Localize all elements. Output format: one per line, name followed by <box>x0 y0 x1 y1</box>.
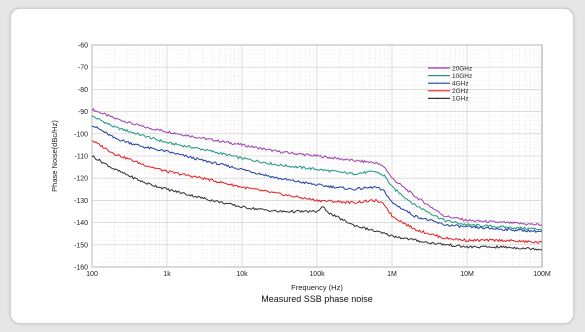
legend-label-2ghz: 2GHz <box>452 88 469 95</box>
legend-label-20ghz: 20GHz <box>452 65 472 72</box>
series-line-1ghz <box>91 155 542 251</box>
y-tick-label: -80 <box>78 87 88 94</box>
y-tick-label: -110 <box>75 154 89 161</box>
legend-label-1ghz: 1GHz <box>452 96 469 103</box>
grid <box>91 44 542 268</box>
y-axis-label: Phase Noise(dBc/Hz) <box>50 120 59 192</box>
y-tick-label: -100 <box>74 131 88 138</box>
series-line-4ghz <box>91 125 543 234</box>
y-tick-labels: -60 -70 -80 -90 -100 -110 -120 -130 -140 -150 -160 <box>74 43 88 272</box>
y-tick-label: -140 <box>74 220 88 227</box>
series-line-20ghz <box>91 107 543 226</box>
legend-label-4ghz: 4GHz <box>452 81 469 88</box>
x-tick-label: 100M <box>533 271 551 278</box>
y-tick-label: -160 <box>74 265 88 272</box>
chart-caption: Measured SSB phase noise <box>261 294 373 304</box>
x-tick-label: 1M <box>387 271 397 278</box>
series-line-2ghz <box>91 140 543 244</box>
y-tick-label: -70 <box>78 65 88 72</box>
y-tick-label: -120 <box>74 176 88 183</box>
x-tick-label: 1k <box>163 271 171 278</box>
legend-label-10ghz: 10GHz <box>452 73 472 80</box>
x-tick-label: 10M <box>460 271 474 278</box>
y-tick-label: -130 <box>74 198 88 205</box>
series-lines <box>91 107 543 251</box>
x-tick-labels: 100 1k 10k 100k 1M 10M 100M <box>86 271 551 278</box>
x-axis-label: Frequency (Hz) <box>291 283 343 292</box>
y-tick-label: -90 <box>78 109 88 116</box>
series-line-10ghz <box>91 115 543 231</box>
y-tick-label: -150 <box>74 242 88 249</box>
y-tick-label: -60 <box>78 43 88 50</box>
x-tick-label: 10k <box>236 271 248 278</box>
x-tick-label: 100 <box>86 271 98 278</box>
x-tick-label: 100k <box>309 271 325 278</box>
